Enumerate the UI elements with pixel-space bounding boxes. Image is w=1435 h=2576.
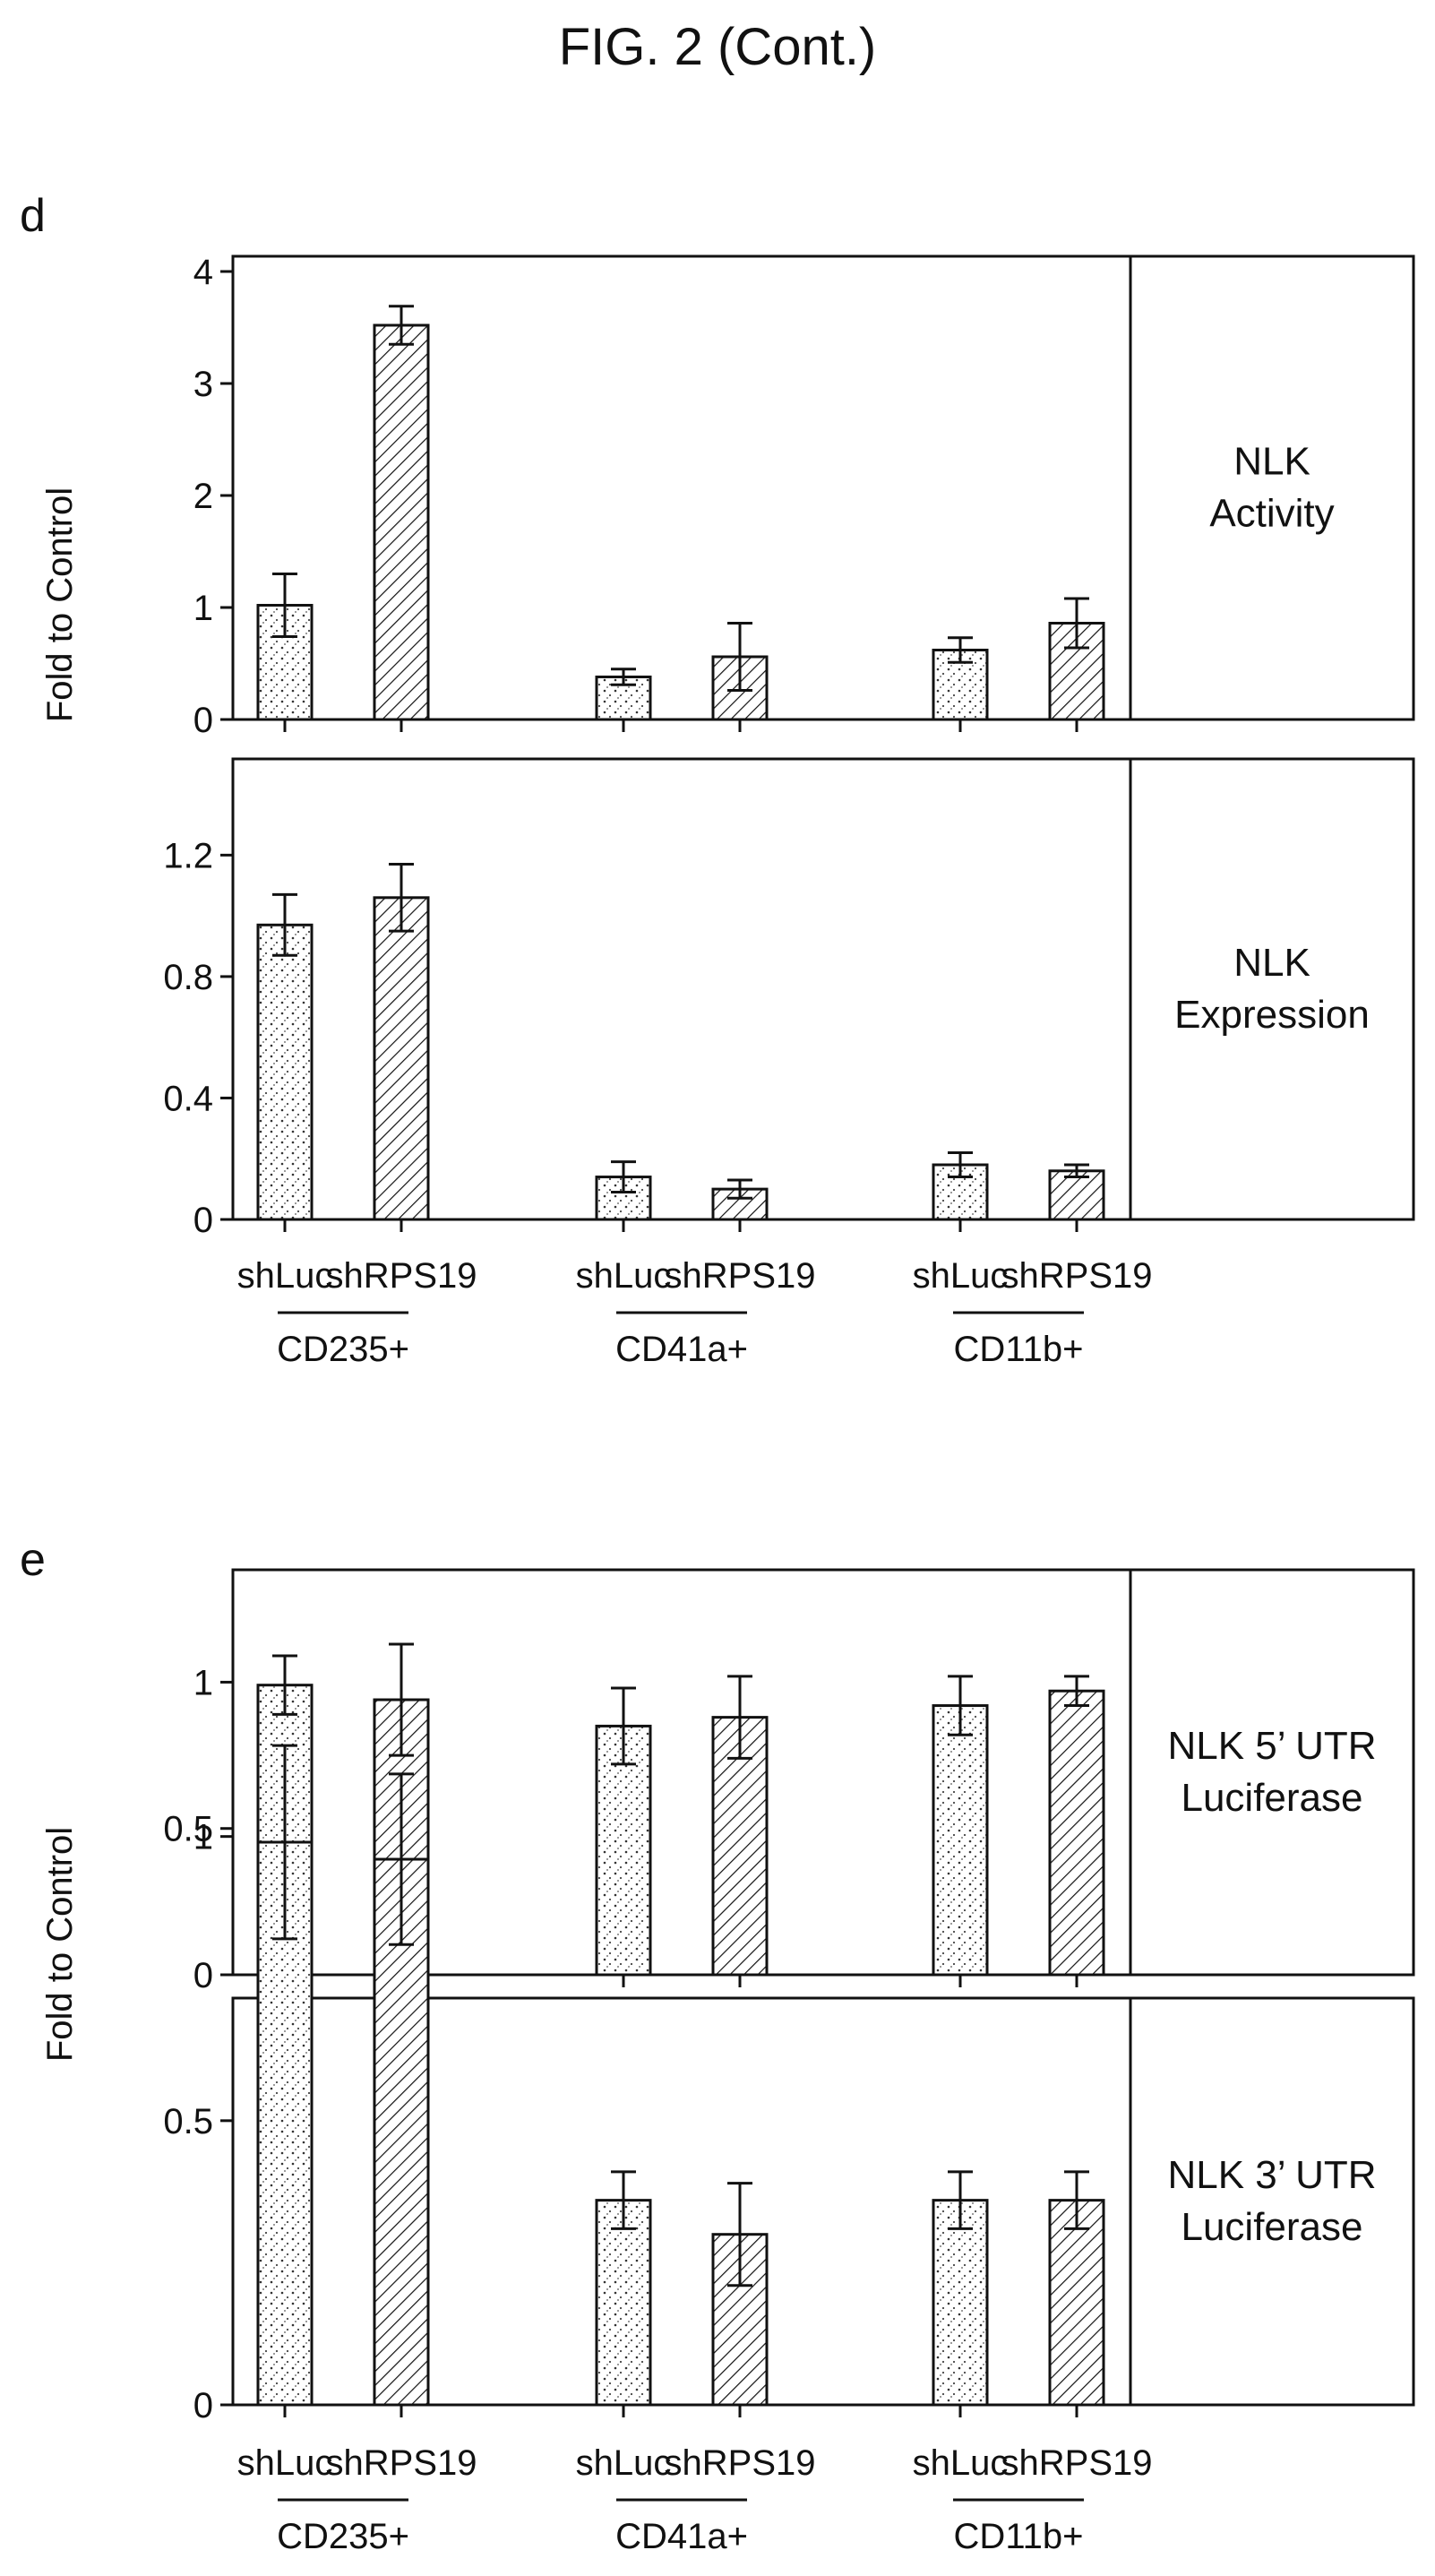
chart-2: 0 0.4 0.8 1.2 NLK Expression <box>163 757 1415 1240</box>
x-category-label: shLuc <box>576 1256 672 1296</box>
x-category-label: shRPS19 <box>665 1256 816 1296</box>
chart-title-line: NLK 5’ UTR <box>1167 1724 1376 1768</box>
y-tick-label: 2 <box>193 477 213 516</box>
bar-shrps19-cd41apos <box>711 1716 769 1977</box>
x-category-label: shRPS19 <box>326 2443 477 2483</box>
y-tick-label: 3 <box>193 365 213 404</box>
y-tick-label: 0 <box>193 701 213 740</box>
x-category-label: shLuc <box>913 2443 1009 2483</box>
bar-shluc-cd41apos <box>595 1724 652 1977</box>
bar-shrps19-cd11bpos <box>1048 2199 1105 2407</box>
x-category-label: shRPS19 <box>1001 1256 1153 1296</box>
x-category-label: shLuc <box>237 1256 333 1296</box>
bar-shluc-cd41apos <box>595 2199 652 2407</box>
y-tick-label: 0.5 <box>163 1810 213 1849</box>
group-label: CD235+ <box>277 2517 409 2556</box>
bar-shluc-cd235pos <box>256 923 314 1221</box>
bar-shrps19-cd235pos <box>373 323 430 721</box>
chart-title-line: Luciferase <box>1181 1776 1362 1820</box>
plot-frame <box>231 1996 1415 2407</box>
y-tick-label: 0.5 <box>163 2102 213 2141</box>
y-tick-label: 1 <box>193 1663 213 1702</box>
x-category-label: shLuc <box>576 2443 672 2483</box>
chart-title-line: NLK 3’ UTR <box>1167 2153 1376 2197</box>
y-tick-label: 1 <box>193 589 213 628</box>
chart-title-line: Luciferase <box>1181 2205 1362 2249</box>
panel-d-y-axis-label: Fold to Control <box>40 487 80 722</box>
y-tick-label: 1.2 <box>163 836 213 875</box>
figure-title: FIG. 2 (Cont.) <box>559 18 877 76</box>
y-tick-label: 4 <box>193 253 213 292</box>
panel-e-letter: e <box>20 1534 46 1586</box>
y-tick-label: 0 <box>193 1201 213 1240</box>
x-category-label: shRPS19 <box>665 2443 816 2483</box>
plot-frame <box>231 1568 1415 1977</box>
x-category-label: shRPS19 <box>1001 2443 1153 2483</box>
plot-frame <box>231 757 1415 1221</box>
chart-title-line: Activity <box>1209 492 1334 536</box>
x-category-label: shLuc <box>913 1256 1009 1296</box>
bar-shluc-cd11bpos <box>932 2199 989 2407</box>
group-label: CD11b+ <box>954 2517 1084 2556</box>
plot-frame <box>231 254 1415 721</box>
bar-shrps19-cd235pos <box>373 1857 430 2407</box>
chart-title-line: NLK <box>1233 440 1310 484</box>
y-tick-label: 1 <box>193 1818 213 1857</box>
y-tick-label: 0 <box>193 2386 213 2425</box>
x-category-label: shLuc <box>237 2443 333 2483</box>
y-tick-label: 0.8 <box>163 958 213 997</box>
y-tick-label: 0.4 <box>163 1079 213 1118</box>
group-label: CD41a+ <box>615 1330 748 1369</box>
chart-title-line: Expression <box>1174 993 1370 1037</box>
group-label: CD41a+ <box>615 2517 748 2556</box>
bar-shrps19-cd11bpos <box>1048 1169 1105 1221</box>
group-label: CD235+ <box>277 1330 409 1369</box>
y-tick-label: 0 <box>193 1956 213 1995</box>
x-category-label: shRPS19 <box>326 1256 477 1296</box>
bar-shrps19-cd11bpos <box>1048 1689 1105 1977</box>
chart-panels: 01234NLKActivity00.40.81.2NLKExpression0… <box>163 253 1415 2425</box>
panel-e-y-axis-label: Fold to Control <box>40 1827 80 2062</box>
chart-1: 0 1 2 3 4 NLK Activity <box>193 253 1415 740</box>
bar-shrps19-cd235pos <box>373 896 430 1221</box>
bar-shluc-cd11bpos <box>932 1704 989 1977</box>
chart-title-line: NLK <box>1233 941 1310 985</box>
group-label: CD11b+ <box>954 1330 1084 1369</box>
bar-shrps19-cd41apos <box>711 1187 769 1221</box>
panel-d-letter: d <box>20 190 46 242</box>
